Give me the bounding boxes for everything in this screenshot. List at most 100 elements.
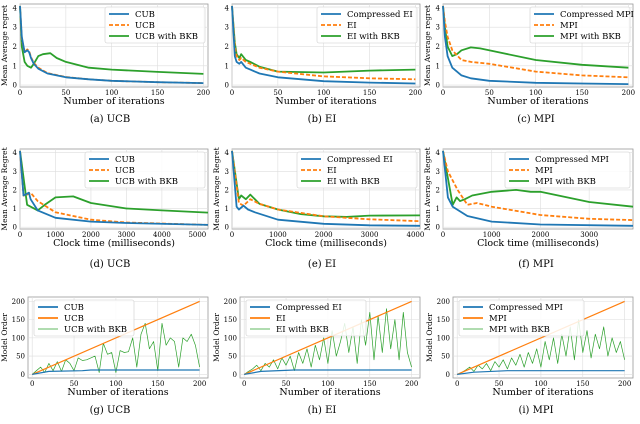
y-tick-label: 150 — [224, 316, 237, 324]
y-tick-label: 2 — [225, 186, 229, 194]
y-tick-label: 0 — [13, 224, 17, 232]
y-axis-label: Mean Average regret — [0, 5, 9, 86]
series-line-ei-with-bkb — [231, 5, 416, 74]
x-tick-label: 3000 — [118, 231, 136, 239]
y-tick-label: 100 — [12, 334, 25, 342]
subplot-g: 0 50 100 150 200 0 50 100 150 200 Number of iterat… — [0, 296, 209, 416]
y-tick-label: 0 — [436, 224, 440, 232]
subplot-b: 0 50 100 150 200 0 1 2 3 4 Number of iterations Com… — [225, 3, 422, 125]
y-tick-label: 200 — [437, 298, 450, 306]
x-tick-label: 50 — [485, 89, 494, 97]
x-axis-label: Number of iterations — [275, 96, 376, 107]
x-tick-label: 200 — [193, 380, 206, 388]
series-line-compressed-mpi — [442, 5, 629, 85]
x-tick-label: 0 — [441, 231, 445, 239]
legend-label: UCB — [135, 21, 155, 31]
x-tick-label: 0 — [18, 231, 22, 239]
subplot-caption: (b) EI — [308, 114, 337, 125]
y-tick-label: 2 — [225, 43, 229, 51]
y-tick-label: 0 — [225, 82, 229, 90]
x-tick-label: 50 — [282, 380, 291, 388]
legend-label: Compressed MPI — [535, 155, 609, 165]
legend-label: UCB — [115, 166, 135, 176]
legend-label: CUB — [115, 155, 135, 165]
legend-label: MPI — [560, 21, 578, 31]
x-axis-label: Number of iterations — [67, 387, 168, 398]
x-axis-label: Clock time (milliseconds) — [53, 238, 175, 249]
legend-label: MPI — [535, 166, 553, 176]
series-line-mpi — [442, 150, 634, 221]
legend-label: UCB with BKB — [135, 32, 198, 42]
y-tick-label: 0 — [233, 371, 237, 379]
series-line-compressed-mpi — [442, 150, 634, 227]
y-axis-label: Mean Average regret — [423, 5, 432, 86]
y-tick-label: 50 — [16, 353, 25, 361]
x-tick-label: 1000 — [269, 231, 287, 239]
x-tick-label: 150 — [575, 89, 588, 97]
y-tick-label: 0 — [446, 371, 450, 379]
x-tick-label: 0 — [455, 380, 459, 388]
subplot-h: 0 50 100 150 200 0 50 100 150 200 Number of iterat… — [212, 296, 421, 416]
y-tick-label: 150 — [437, 316, 450, 324]
legend-label: Compressed EI — [276, 303, 342, 313]
legend-label: EI — [347, 21, 357, 31]
x-tick-label: 50 — [495, 380, 504, 388]
y-tick-label: 0 — [21, 371, 25, 379]
subplot-e: 0 1000 2000 3000 4000 0 1 2 3 4 Clock time (millis… — [212, 147, 424, 270]
y-tick-label: 2 — [436, 186, 440, 194]
series-line-mpi — [456, 300, 625, 375]
subplot-caption: (a) UCB — [90, 114, 130, 125]
y-tick-label: 2 — [13, 186, 17, 194]
series-line-ei — [243, 300, 412, 375]
subplot-d: 0 1000 2000 3000 4000 5000 0 1 2 3 4 Clock time (mi… — [0, 147, 209, 270]
y-tick-label: 2 — [13, 43, 17, 51]
y-axis-label: Model Order — [212, 313, 221, 362]
y-tick-label: 3 — [436, 24, 440, 32]
x-tick-label: 150 — [151, 380, 164, 388]
legend-box — [296, 151, 418, 189]
x-tick-label: 0 — [441, 89, 445, 97]
y-tick-label: 3 — [225, 24, 229, 32]
x-axis-label: Number of iterations — [63, 96, 164, 107]
x-tick-label: 200 — [618, 380, 631, 388]
series-line-mpi-with-bkb — [457, 319, 625, 375]
series-line-compressed-ei — [244, 369, 412, 375]
y-tick-label: 3 — [225, 168, 229, 176]
legend-label: UCB with BKB — [115, 177, 178, 187]
legend-box — [33, 299, 135, 337]
x-tick-label: 50 — [70, 380, 79, 388]
series-line-compressed-mpi — [457, 370, 625, 375]
series-line-compressed-ei — [231, 5, 416, 85]
series-line-ucb — [31, 300, 200, 375]
subplot-a: 0 50 100 150 200 0 1 2 3 4 Number of iterations Mea… — [0, 3, 210, 125]
series-line-ei — [231, 150, 421, 223]
legend-label: EI — [276, 314, 286, 324]
legend-label: EI with BKB — [347, 32, 400, 42]
x-tick-label: 50 — [273, 89, 282, 97]
y-tick-label: 4 — [225, 149, 230, 157]
legend-box — [504, 151, 631, 189]
y-axis-label: Mean Average Regret — [0, 147, 9, 230]
x-tick-label: 200 — [409, 89, 422, 97]
x-tick-label: 5000 — [188, 231, 206, 239]
x-tick-label: 0 — [230, 231, 234, 239]
x-tick-label: 200 — [197, 89, 210, 97]
x-tick-label: 4000 — [407, 231, 425, 239]
y-tick-label: 4 — [225, 4, 230, 12]
y-tick-label: 1 — [436, 205, 440, 213]
series-line-cub — [19, 150, 209, 226]
x-tick-label: 100 — [109, 380, 122, 388]
y-tick-label: 0 — [13, 82, 17, 90]
y-tick-label: 150 — [12, 316, 25, 324]
x-tick-label: 0 — [242, 380, 246, 388]
legend-label: UCB — [64, 314, 84, 324]
x-tick-label: 100 — [534, 380, 547, 388]
x-axis-label: Number of iterations — [492, 387, 593, 398]
